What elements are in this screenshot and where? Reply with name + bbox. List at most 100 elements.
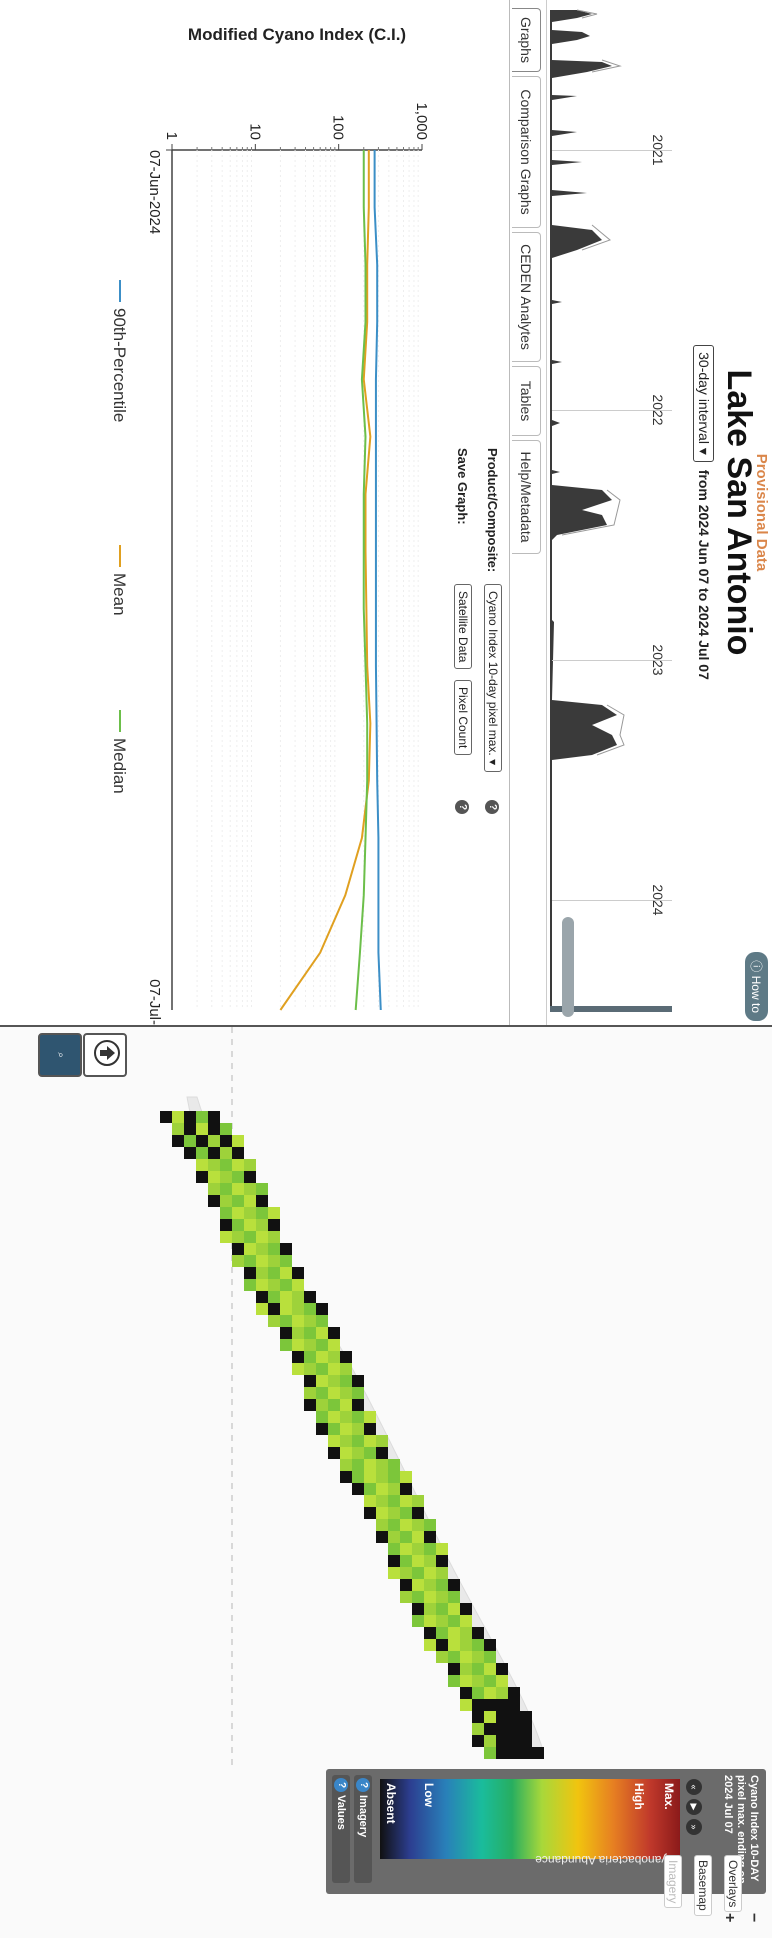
cyano-pixel: [232, 1183, 244, 1195]
tab-comparison-graphs[interactable]: Comparison Graphs: [512, 76, 541, 228]
imagery-button[interactable]: Imagery: [664, 1855, 682, 1909]
cyano-pixel: [328, 1399, 340, 1411]
cyano-pixel: [316, 1327, 328, 1339]
cyano-pixel: [280, 1315, 292, 1327]
y-axis-label: Modified Cyano Index (C.I.): [188, 25, 406, 44]
interval-select-label: 30-day interval: [696, 352, 712, 444]
cyano-pixel: [388, 1471, 400, 1483]
cyano-pixel: [184, 1147, 196, 1159]
cyano-pixel: [352, 1411, 364, 1423]
cyano-pixel: [328, 1447, 340, 1459]
cyano-pixel: [340, 1423, 352, 1435]
timeline-envelope: [561, 9, 625, 756]
cyano-pixel: [472, 1687, 484, 1699]
imagery-button-label: Imagery: [357, 1795, 369, 1838]
how-to-label: How to: [749, 975, 763, 1013]
cyano-pixel: [496, 1747, 508, 1759]
year-label: 2023: [650, 644, 666, 676]
cyano-pixel: [376, 1447, 388, 1459]
cyano-pixel: [220, 1219, 232, 1231]
tab-graphs[interactable]: Graphs: [512, 8, 541, 72]
tab-tables[interactable]: Tables: [512, 366, 541, 436]
cyano-pixel: [232, 1207, 244, 1219]
cyano-pixel: [208, 1135, 220, 1147]
cyano-pixel: [196, 1111, 208, 1123]
cyano-pixel: [412, 1603, 424, 1615]
cyano-pixel: [448, 1651, 460, 1663]
save-pixel-count-button[interactable]: Pixel Count: [454, 680, 472, 756]
zoom-in-button[interactable]: +: [721, 1913, 738, 1923]
cyano-pixel: [388, 1507, 400, 1519]
home-button[interactable]: [83, 1033, 127, 1077]
interval-row: 30-day interval ▾ from 2024 Jun 07 to 20…: [693, 0, 714, 1025]
timeline-scrollbar[interactable]: [562, 917, 574, 1017]
timeline-selection[interactable]: [550, 1006, 672, 1012]
cyano-pixel: [280, 1267, 292, 1279]
cyano-pixel: [232, 1171, 244, 1183]
save-help-icon[interactable]: ?: [455, 800, 469, 814]
timeline-overview[interactable]: 2021 2022 2023 2024: [546, 0, 672, 1025]
year-label: 2022: [650, 394, 666, 426]
cyano-pixel: [496, 1711, 508, 1723]
cyano-pixel: [460, 1699, 472, 1711]
cyano-pixel: [280, 1243, 292, 1255]
cyano-pixel: [220, 1135, 232, 1147]
save-satellite-button[interactable]: Satellite Data: [454, 584, 472, 670]
cyano-pixel: [232, 1135, 244, 1147]
cyano-pixel: [508, 1711, 520, 1723]
cyano-pixel: [256, 1219, 268, 1231]
cyano-pixel: [244, 1219, 256, 1231]
legend-imagery-button[interactable]: ? Imagery: [354, 1775, 372, 1883]
search-button[interactable]: ⌕: [38, 1033, 82, 1077]
map-panel[interactable]: ⌕ Cyano Index 10-DAY pixel max. ending o…: [0, 1027, 772, 1938]
tab-help-metadata[interactable]: Help/Metadata: [512, 440, 541, 554]
rewind-icon[interactable]: «: [686, 1779, 702, 1795]
cyano-pixel: [424, 1531, 436, 1543]
cyano-pixel: [352, 1423, 364, 1435]
cyano-pixel: [292, 1315, 304, 1327]
cyano-pixel: [340, 1447, 352, 1459]
cyano-pixel: [484, 1651, 496, 1663]
cyano-pixel: [328, 1423, 340, 1435]
cyano-pixel: [400, 1507, 412, 1519]
interval-select[interactable]: 30-day interval ▾: [693, 345, 714, 462]
legend-values-button[interactable]: ? Values: [332, 1775, 350, 1883]
cyano-pixel: [352, 1375, 364, 1387]
zoom-out-button[interactable]: −: [745, 1913, 762, 1923]
cyano-pixel: [232, 1147, 244, 1159]
cyano-pixel: [352, 1483, 364, 1495]
cyano-pixel: [496, 1663, 508, 1675]
map-canvas[interactable]: [0, 1027, 772, 1938]
cyano-pixel: [232, 1255, 244, 1267]
product-select[interactable]: Cyano Index 10-day pixel max. ▾: [484, 584, 502, 773]
cyano-pixel: [376, 1459, 388, 1471]
cyano-pixel: [328, 1363, 340, 1375]
values-button-label: Values: [335, 1795, 347, 1830]
play-icon[interactable]: ▶: [686, 1799, 702, 1815]
cyano-pixel: [460, 1663, 472, 1675]
cyano-pixel: [448, 1579, 460, 1591]
how-to-button[interactable]: ⓘ How to: [745, 952, 768, 1021]
cyano-pixel: [208, 1147, 220, 1159]
cyano-pixel: [472, 1663, 484, 1675]
tab-ceden-analytes[interactable]: CEDEN Analytes: [512, 232, 541, 362]
cyano-pixel: [256, 1183, 268, 1195]
cyano-pixel: [340, 1351, 352, 1363]
forward-icon[interactable]: »: [686, 1819, 702, 1835]
cyano-pixel: [388, 1495, 400, 1507]
overlays-button[interactable]: Overlays: [724, 1855, 742, 1913]
cyano-pixel: [268, 1267, 280, 1279]
cyano-pixel: [364, 1423, 376, 1435]
basemap-button[interactable]: Basemap: [694, 1855, 712, 1916]
cyano-pixel: [412, 1567, 424, 1579]
cyano-pixel: [196, 1147, 208, 1159]
cyano-pixel: [412, 1531, 424, 1543]
cyano-pixel: [256, 1207, 268, 1219]
product-help-icon[interactable]: ?: [485, 800, 499, 814]
home-icon: [94, 1040, 120, 1066]
cyano-pixel: [460, 1603, 472, 1615]
cyano-pixel: [316, 1411, 328, 1423]
cyano-pixel: [424, 1615, 436, 1627]
cyano-pixel: [304, 1399, 316, 1411]
cyano-pixel: [460, 1651, 472, 1663]
